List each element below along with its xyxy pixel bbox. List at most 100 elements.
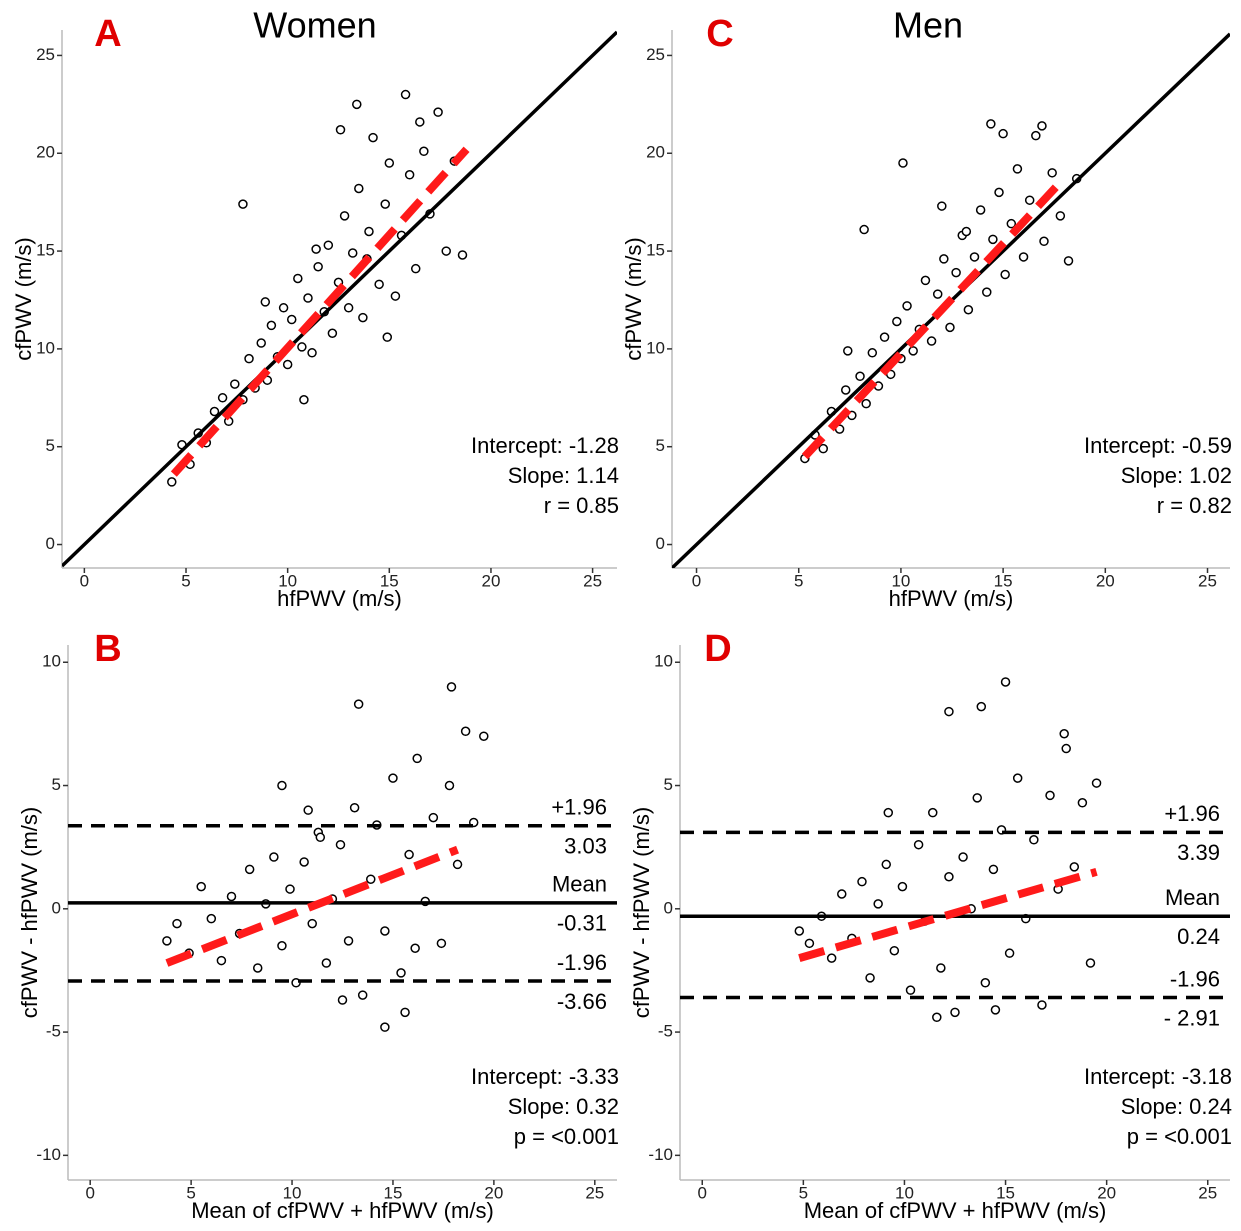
x-axis-label: hfPWV (m/s) (277, 586, 402, 611)
point (297, 342, 307, 352)
x-tick-label: 0 (80, 571, 89, 590)
point (307, 918, 317, 929)
x-tick-label: 10 (278, 571, 297, 590)
point (861, 398, 871, 409)
point (286, 314, 297, 325)
x-tick-label: 10 (891, 571, 910, 590)
point (1059, 729, 1069, 739)
point (1000, 269, 1010, 280)
x-tick-label: 25 (1198, 1183, 1217, 1202)
point (857, 876, 867, 887)
point (315, 832, 326, 843)
point (905, 985, 916, 995)
point (277, 780, 287, 791)
point (206, 913, 217, 924)
point (366, 874, 376, 884)
point (209, 406, 220, 417)
point (380, 199, 390, 209)
y-tick-label: 10 (36, 338, 55, 357)
x-tick-label: 15 (383, 1183, 402, 1202)
point (396, 968, 406, 978)
point (282, 359, 293, 370)
point (347, 248, 358, 258)
point (479, 731, 489, 741)
x-tick-label: 0 (698, 1183, 707, 1202)
y-tick-label: 15 (36, 241, 55, 260)
point (354, 183, 364, 194)
y-tick-label: 25 (646, 45, 665, 64)
point (444, 780, 455, 791)
point (277, 941, 287, 951)
point (1055, 211, 1066, 221)
reference-label: 0.24 (1177, 924, 1220, 949)
point (982, 287, 992, 297)
point (368, 132, 378, 143)
point (323, 240, 334, 250)
point (920, 275, 931, 286)
point (794, 926, 805, 936)
point (1004, 948, 1015, 958)
point (883, 807, 894, 818)
reference-label: -3.66 (557, 989, 607, 1014)
y-tick-label: 25 (36, 45, 55, 64)
point (975, 205, 986, 215)
stat-text: Slope: 1.14 (508, 463, 619, 488)
x-axis-label: Mean of cfPWV + hfPWV (m/s) (191, 1198, 494, 1223)
point (404, 170, 415, 180)
point (353, 699, 364, 709)
x-axis-label: hfPWV (m/s) (889, 586, 1014, 611)
identity-line (62, 30, 617, 568)
point (380, 1022, 390, 1032)
plot-area (672, 32, 1230, 568)
point (400, 1007, 410, 1018)
point (1037, 1000, 1047, 1010)
point (969, 252, 980, 262)
point (299, 857, 309, 867)
point (898, 158, 908, 168)
point (390, 291, 401, 301)
point (446, 682, 457, 692)
point (303, 805, 313, 815)
stat-text: Slope: 1.02 (1121, 463, 1232, 488)
y-tick-label: 5 (656, 436, 665, 455)
reference-label: +1.96 (551, 795, 607, 820)
stat-text: Intercept: -3.33 (471, 1064, 619, 1089)
point (963, 305, 974, 315)
regression-line (798, 867, 1098, 962)
reference-label: - 2.91 (1164, 1005, 1220, 1030)
point (897, 881, 908, 892)
point (339, 211, 350, 221)
y-axis-label: cfPWV - hfPWV (m/s) (17, 807, 42, 1018)
point (410, 263, 421, 274)
x-tick-label: 15 (996, 1183, 1015, 1202)
point (840, 385, 851, 395)
point (889, 945, 900, 956)
reference-label: Mean (552, 872, 607, 897)
point (961, 226, 972, 237)
point (1063, 256, 1074, 266)
stat-text: r = 0.82 (1157, 493, 1232, 518)
reference-label: -1.96 (557, 950, 607, 975)
stat-text: Intercept: -1.28 (471, 433, 619, 458)
x-tick-label: 0 (85, 1183, 94, 1202)
x-tick-label: 5 (799, 1183, 808, 1202)
y-tick-label: -10 (36, 1145, 61, 1164)
stat-text: p = <0.001 (514, 1124, 619, 1149)
x-tick-label: 25 (1198, 571, 1217, 590)
point (436, 938, 447, 949)
point (311, 244, 321, 254)
point (994, 187, 1004, 198)
reference-label: -0.31 (557, 911, 607, 936)
point (307, 348, 317, 358)
point (172, 918, 182, 929)
point (843, 346, 853, 356)
x-tick-label: 15 (380, 571, 399, 590)
point (1039, 236, 1049, 247)
point (457, 250, 468, 260)
point (162, 936, 172, 946)
x-axis-label: Mean of cfPWV + hfPWV (m/s) (804, 1198, 1107, 1223)
stat-text: Intercept: -3.18 (1084, 1064, 1232, 1089)
x-tick-label: 5 (794, 571, 803, 590)
point (412, 753, 422, 764)
point (913, 839, 924, 850)
